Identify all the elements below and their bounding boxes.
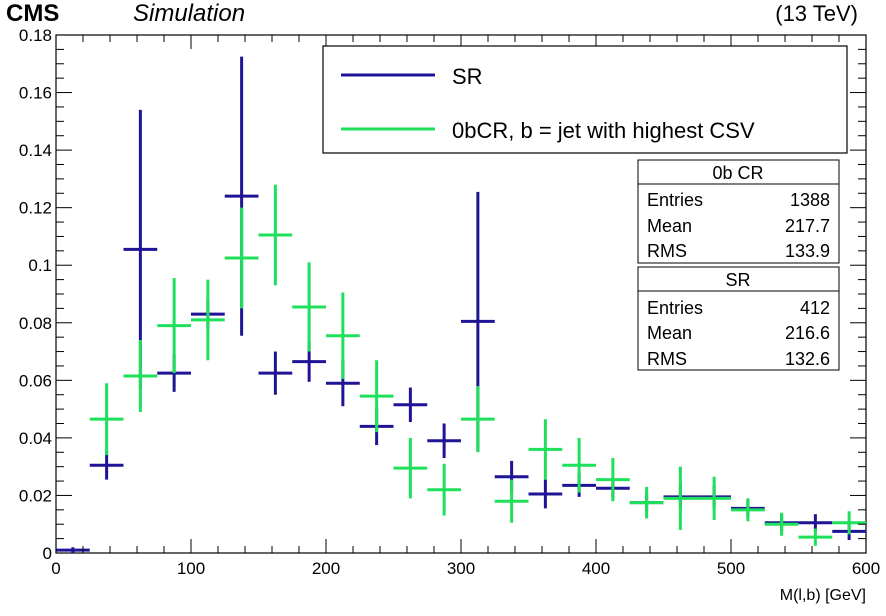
x-tick-label: 400 bbox=[582, 559, 610, 578]
y-tick-label: 0.14 bbox=[19, 141, 52, 160]
stats-rms-value: 133.9 bbox=[785, 241, 830, 261]
stats-box-frame bbox=[637, 266, 840, 371]
stats-rms-value: 132.6 bbox=[785, 349, 830, 369]
y-tick-label: 0.16 bbox=[19, 84, 52, 103]
stats-rms-label: RMS bbox=[647, 241, 687, 261]
stats-box-0b-cr: 0b CR Entries 1388 Mean 217.7 RMS 133.9 bbox=[637, 159, 840, 264]
x-tick-label: 500 bbox=[717, 559, 745, 578]
stats-entries-label: Entries bbox=[647, 298, 703, 318]
x-tick-label: 300 bbox=[447, 559, 475, 578]
energy-label: (13 TeV) bbox=[775, 1, 858, 26]
x-tick-label: 600 bbox=[852, 559, 880, 578]
y-tick-label: 0.12 bbox=[19, 199, 52, 218]
stats-mean-label: Mean bbox=[647, 323, 692, 343]
y-tick-label: 0.08 bbox=[19, 314, 52, 333]
y-tick-label: 0.18 bbox=[19, 26, 52, 45]
y-tick-label: 0.06 bbox=[19, 371, 52, 390]
stats-box-frame bbox=[637, 159, 840, 264]
series-1 bbox=[89, 184, 866, 546]
axes: 0 100 200 300 400 500 600 0 0.02 0.04 0.06 0.08 0.1 0… bbox=[19, 26, 880, 578]
x-tick-label: 0 bbox=[51, 559, 60, 578]
y-tick-label: 0.1 bbox=[28, 256, 52, 275]
stats-box-sr: SR Entries 412 Mean 216.6 RMS 132.6 bbox=[637, 266, 840, 371]
y-tick-label: 0.04 bbox=[19, 429, 52, 448]
stats-mean-label: Mean bbox=[647, 216, 692, 236]
stats-entries-value: 412 bbox=[800, 298, 830, 318]
stats-title: SR bbox=[725, 270, 750, 290]
stats-title: 0b CR bbox=[712, 163, 763, 183]
stats-rms-label: RMS bbox=[647, 349, 687, 369]
experiment-label: CMS bbox=[6, 0, 59, 27]
stats-mean-value: 217.7 bbox=[785, 216, 830, 236]
x-tick-label: 100 bbox=[177, 559, 205, 578]
legend-label-sr: SR bbox=[452, 64, 483, 89]
qualifier-label: Simulation bbox=[133, 0, 245, 27]
stats-mean-value: 216.6 bbox=[785, 323, 830, 343]
data-layer bbox=[56, 56, 866, 553]
stats-entries-value: 1388 bbox=[790, 190, 830, 210]
y-tick-label: 0 bbox=[43, 544, 52, 563]
x-axis-label: M(l,b) [GeV] bbox=[780, 587, 866, 604]
legend-label-cr: 0bCR, b = jet with highest CSV bbox=[452, 118, 755, 143]
y-tick-label: 0.02 bbox=[19, 486, 52, 505]
stats-entries-label: Entries bbox=[647, 190, 703, 210]
legend: SR 0bCR, b = jet with highest CSV bbox=[322, 45, 848, 154]
legend-box bbox=[322, 45, 848, 154]
x-tick-label: 200 bbox=[312, 559, 340, 578]
